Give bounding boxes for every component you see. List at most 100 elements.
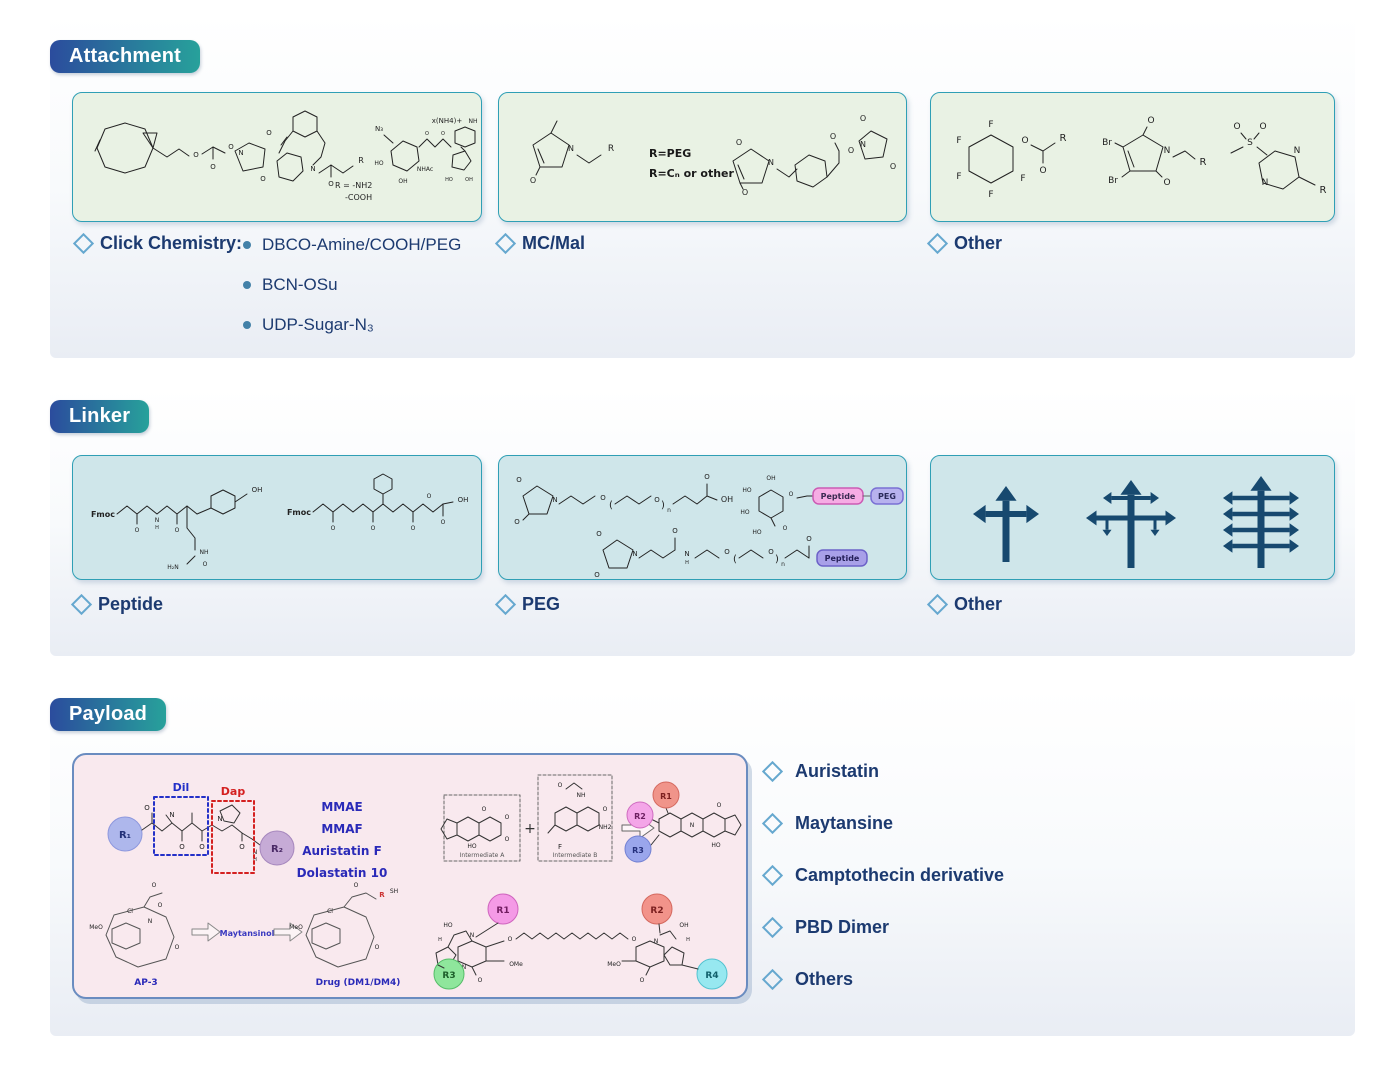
svg-text:Peptide: Peptide (821, 492, 856, 501)
svg-text:N₃: N₃ (375, 125, 383, 133)
svg-text:N: N (1294, 146, 1301, 156)
svg-text:N: N (310, 165, 315, 173)
svg-text:O: O (1021, 136, 1028, 146)
svg-text:-COOH: -COOH (345, 193, 372, 202)
svg-text:OH: OH (252, 486, 263, 494)
payload-item-text: PBD Dimer (795, 917, 890, 937)
payload-type-list: Auristatin Maytansine Camptothecin deriv… (761, 760, 1005, 991)
diamond-icon (761, 812, 784, 835)
svg-text:MeO: MeO (607, 961, 621, 968)
svg-text:NH2: NH2 (599, 824, 612, 831)
svg-text:H: H (438, 937, 442, 943)
bullet-text: UDP-Sugar-N₃ (262, 314, 374, 334)
svg-text:O: O (724, 548, 730, 556)
svg-text:OH: OH (766, 475, 775, 482)
svg-text:O: O (1163, 178, 1170, 188)
svg-text:R3: R3 (632, 846, 644, 855)
svg-text:HO: HO (445, 177, 453, 183)
svg-text:O: O (742, 188, 748, 197)
payload-structures-image: R₁ O N O O N O N H Dil Dap R₂ MMAE MMAF Auristatin F Do… (74, 755, 746, 997)
svg-text:OH: OH (679, 922, 688, 929)
svg-text:R1: R1 (496, 906, 509, 916)
list-item: PBD Dimer (761, 916, 1004, 939)
svg-text:HO: HO (752, 529, 762, 536)
svg-text:N: N (654, 938, 659, 945)
mc-mal-label-text: MC/Mal (522, 233, 585, 253)
svg-text:Dil: Dil (173, 781, 190, 794)
svg-text:H₂N: H₂N (167, 564, 178, 571)
diamond-icon (761, 760, 784, 783)
peptide-label: Peptide (70, 593, 163, 616)
svg-text:O: O (596, 530, 602, 538)
svg-text:O: O (179, 843, 185, 851)
svg-text:R2: R2 (634, 812, 646, 821)
list-item: Maytansine (761, 812, 1004, 835)
linker-peptide-panel: Fmoc O O N H OH NH O H₂N Fmoc O O O O O OH (72, 455, 482, 580)
svg-text:NH: NH (200, 549, 209, 556)
svg-text:N: N (148, 918, 153, 925)
linker-peg-panel: O O N O(O) n O OH OH HO HO HO O O Peptide PEG O O N O N H O(O… (498, 455, 907, 580)
diamond-icon (761, 864, 784, 887)
attachment-other-structures-image: F F F F F O O R O O Br Br N R O O S N N R (931, 93, 1334, 221)
svg-text:O: O (331, 525, 336, 532)
svg-text:O: O (175, 527, 180, 534)
linker-other-panel (930, 455, 1335, 580)
svg-text:O: O (354, 882, 359, 889)
bullet-text: BCN-OSu (262, 274, 338, 294)
svg-text:S: S (1247, 138, 1253, 148)
svg-text:R=Cₙ or other: R=Cₙ or other (649, 167, 735, 180)
svg-text:O: O (654, 496, 660, 504)
attachment-mc-mal-panel: O N R R=PEG R=Cₙ or other O O N O O N O O (498, 92, 907, 222)
payload-structures-panel: R₁ O N O O N O N H Dil Dap R₂ MMAE MMAF Auristatin F Do… (72, 753, 748, 999)
svg-text:O: O (505, 814, 510, 821)
svg-text:Fmoc: Fmoc (91, 510, 115, 519)
svg-text:(: ( (609, 500, 613, 511)
svg-text:): ) (775, 554, 779, 565)
svg-text:F: F (558, 843, 562, 851)
svg-text:Br: Br (1102, 138, 1112, 148)
diamond-icon (761, 916, 784, 939)
svg-text:O: O (144, 804, 150, 812)
svg-text:N: N (632, 550, 637, 558)
svg-text:x(NH4)+: x(NH4)+ (432, 117, 463, 125)
svg-text:O: O (260, 175, 266, 183)
svg-text:O: O (193, 151, 199, 159)
svg-text:n: n (667, 507, 671, 514)
svg-text:R₁: R₁ (119, 830, 131, 841)
svg-text:H: H (685, 560, 689, 566)
svg-text:NH: NH (469, 118, 478, 125)
svg-text:MMAE: MMAE (321, 800, 362, 814)
svg-text:R: R (379, 891, 385, 899)
svg-text:O: O (768, 548, 774, 556)
svg-text:O: O (505, 836, 510, 843)
click-chemistry-bullet-list: DBCO-Amine/COOH/PEG BCN-OSu UDP-Sugar-N₃ (243, 233, 461, 336)
svg-text:O: O (806, 535, 812, 543)
svg-text:O: O (848, 146, 854, 155)
peg-label-text: PEG (522, 594, 561, 614)
diamond-icon (494, 593, 517, 616)
attachment-other-label: Other (926, 232, 1003, 255)
svg-text:Cl: Cl (327, 908, 333, 915)
svg-text:N: N (1262, 178, 1269, 188)
peg-linker-structures-image: O O N O(O) n O OH OH HO HO HO O O Peptide PEG O O N O N H O(O… (499, 456, 906, 579)
svg-text:O: O (736, 138, 742, 147)
bullet-text: DBCO-Amine/COOH/PEG (262, 234, 462, 254)
list-item: Auristatin (761, 760, 1004, 783)
svg-text:N: N (238, 149, 243, 157)
payload-item-text: Camptothecin derivative (795, 865, 1005, 885)
attachment-other-label-text: Other (954, 233, 1003, 253)
svg-text:R=PEG: R=PEG (649, 147, 691, 160)
svg-text:H: H (155, 525, 159, 531)
peptide-linker-structures-image: Fmoc O O N H OH NH O H₂N Fmoc O O O O O OH (73, 456, 481, 579)
svg-text:O: O (228, 143, 234, 151)
svg-text:O: O (152, 882, 157, 889)
svg-text:O: O (203, 561, 208, 568)
svg-text:O: O (1233, 122, 1240, 132)
svg-text:MeO: MeO (89, 924, 103, 931)
svg-text:R3: R3 (442, 971, 455, 981)
attachment-badge: Attachment (50, 40, 201, 73)
svg-text:N: N (684, 550, 689, 558)
svg-text:O: O (514, 518, 520, 526)
